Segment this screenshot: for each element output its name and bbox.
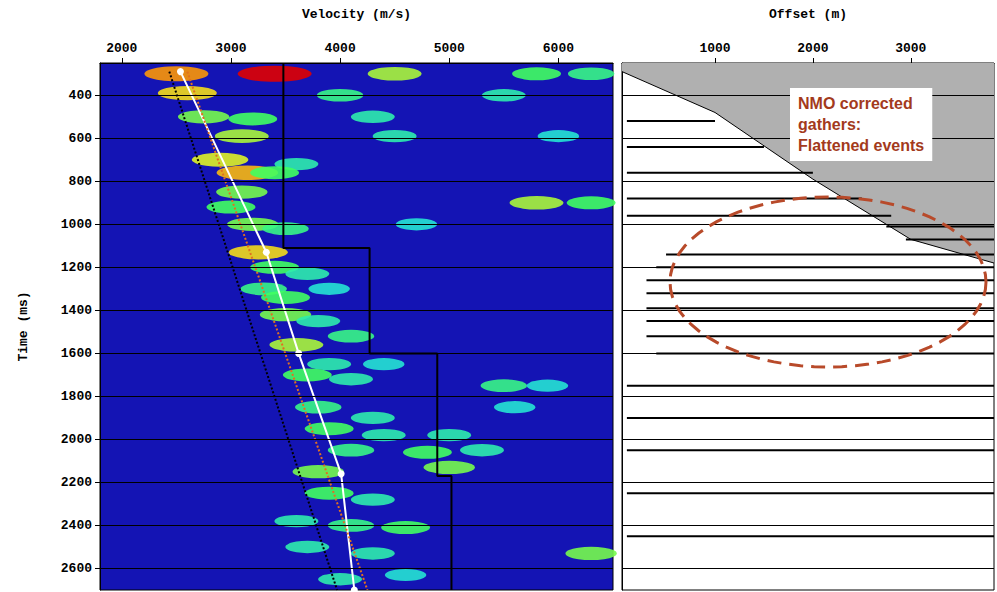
svg-text:4000: 4000 [325, 41, 356, 56]
svg-text:Velocity (m/s): Velocity (m/s) [302, 7, 411, 22]
svg-text:400: 400 [69, 88, 93, 103]
svg-text:1200: 1200 [61, 260, 92, 275]
svg-text:1000: 1000 [699, 41, 730, 56]
svg-text:Time (ms): Time (ms) [16, 291, 31, 361]
svg-text:1800: 1800 [61, 389, 92, 404]
svg-text:5000: 5000 [434, 41, 465, 56]
svg-text:2000: 2000 [106, 41, 137, 56]
svg-text:3000: 3000 [215, 41, 246, 56]
svg-text:800: 800 [69, 174, 93, 189]
svg-text:Offset (m): Offset (m) [769, 7, 847, 22]
svg-text:2000: 2000 [797, 41, 828, 56]
svg-text:2000: 2000 [61, 432, 92, 447]
svg-text:600: 600 [69, 131, 93, 146]
svg-text:1600: 1600 [61, 346, 92, 361]
svg-text:1000: 1000 [61, 217, 92, 232]
svg-text:Flattened events: Flattened events [798, 137, 924, 154]
svg-text:2200: 2200 [61, 475, 92, 490]
svg-text:2400: 2400 [61, 518, 92, 533]
svg-text:gathers:: gathers: [798, 116, 861, 133]
svg-text:NMO corrected: NMO corrected [798, 95, 913, 112]
svg-text:1400: 1400 [61, 303, 92, 318]
svg-text:3000: 3000 [895, 41, 926, 56]
svg-text:2600: 2600 [61, 561, 92, 576]
svg-text:6000: 6000 [543, 41, 574, 56]
